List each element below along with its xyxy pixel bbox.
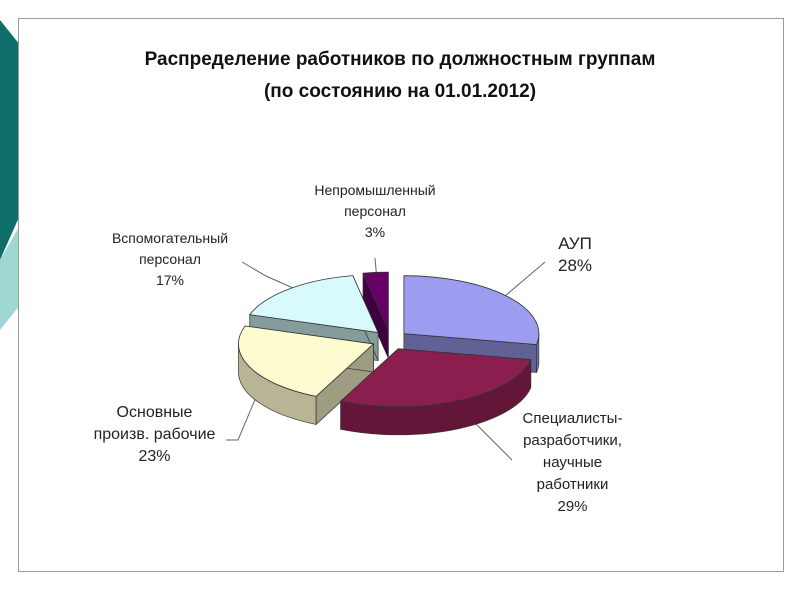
chart-frame <box>18 18 784 572</box>
slice-label-nonind-line2: персонал <box>344 203 406 219</box>
pie-slice-spec-top <box>339 348 532 408</box>
pie-slice-aup-top <box>403 275 540 345</box>
leader-line-main <box>226 382 263 441</box>
leader-line-aup <box>504 261 546 297</box>
slice-label-spec: Специалисты- разработчики, научные работ… <box>500 408 645 518</box>
slice-label-aup: АУП 28% <box>535 233 615 277</box>
slice-label-main: Основные произв. рабочие 23% <box>62 402 247 468</box>
pie-slice-main <box>238 325 375 426</box>
slice-label-aux: Вспомогательный персонал 17% <box>80 228 260 291</box>
slice-label-aux-line2: персонал <box>139 251 201 267</box>
slice-label-spec-line4: работники <box>536 476 609 493</box>
pie-slice-nonind-top <box>362 271 389 331</box>
pie-slice-nonind <box>362 271 389 359</box>
slice-label-spec-line2: разработчики, <box>523 432 622 449</box>
slice-label-spec-line1: Специалисты- <box>522 410 623 427</box>
slice-label-main-line1: Основные <box>116 404 193 421</box>
slice-value-main: 23% <box>138 448 171 465</box>
chart-subtitle: (по состоянию на 01.01.2012) <box>263 81 537 102</box>
slice-value-spec: 29% <box>557 498 588 515</box>
pie-slice-aux-top <box>248 275 379 334</box>
slice-label-nonind-line1: Непромышленный <box>314 182 436 198</box>
leader-line-aux <box>241 261 303 293</box>
decor-teal-dark <box>0 20 20 260</box>
chart-title: Распределение работников по должностным … <box>144 49 656 70</box>
slice-label-main-line2: произв. рабочие <box>93 426 216 443</box>
slice-label-spec-line3: научные <box>542 454 603 471</box>
decor-teal-light <box>0 225 20 330</box>
slice-label-aup-line1: АУП <box>558 234 592 253</box>
slice-label-nonind: Непромышленный персонал 3% <box>290 180 460 243</box>
slice-value-aux: 17% <box>155 272 185 288</box>
slice-label-aux-line1: Вспомогательный <box>111 230 229 246</box>
slice-value-aup: 28% <box>557 256 593 275</box>
slice-value-nonind: 3% <box>364 224 386 240</box>
pie-slice-spec <box>339 348 532 436</box>
pie-slice-main-top <box>238 325 375 397</box>
